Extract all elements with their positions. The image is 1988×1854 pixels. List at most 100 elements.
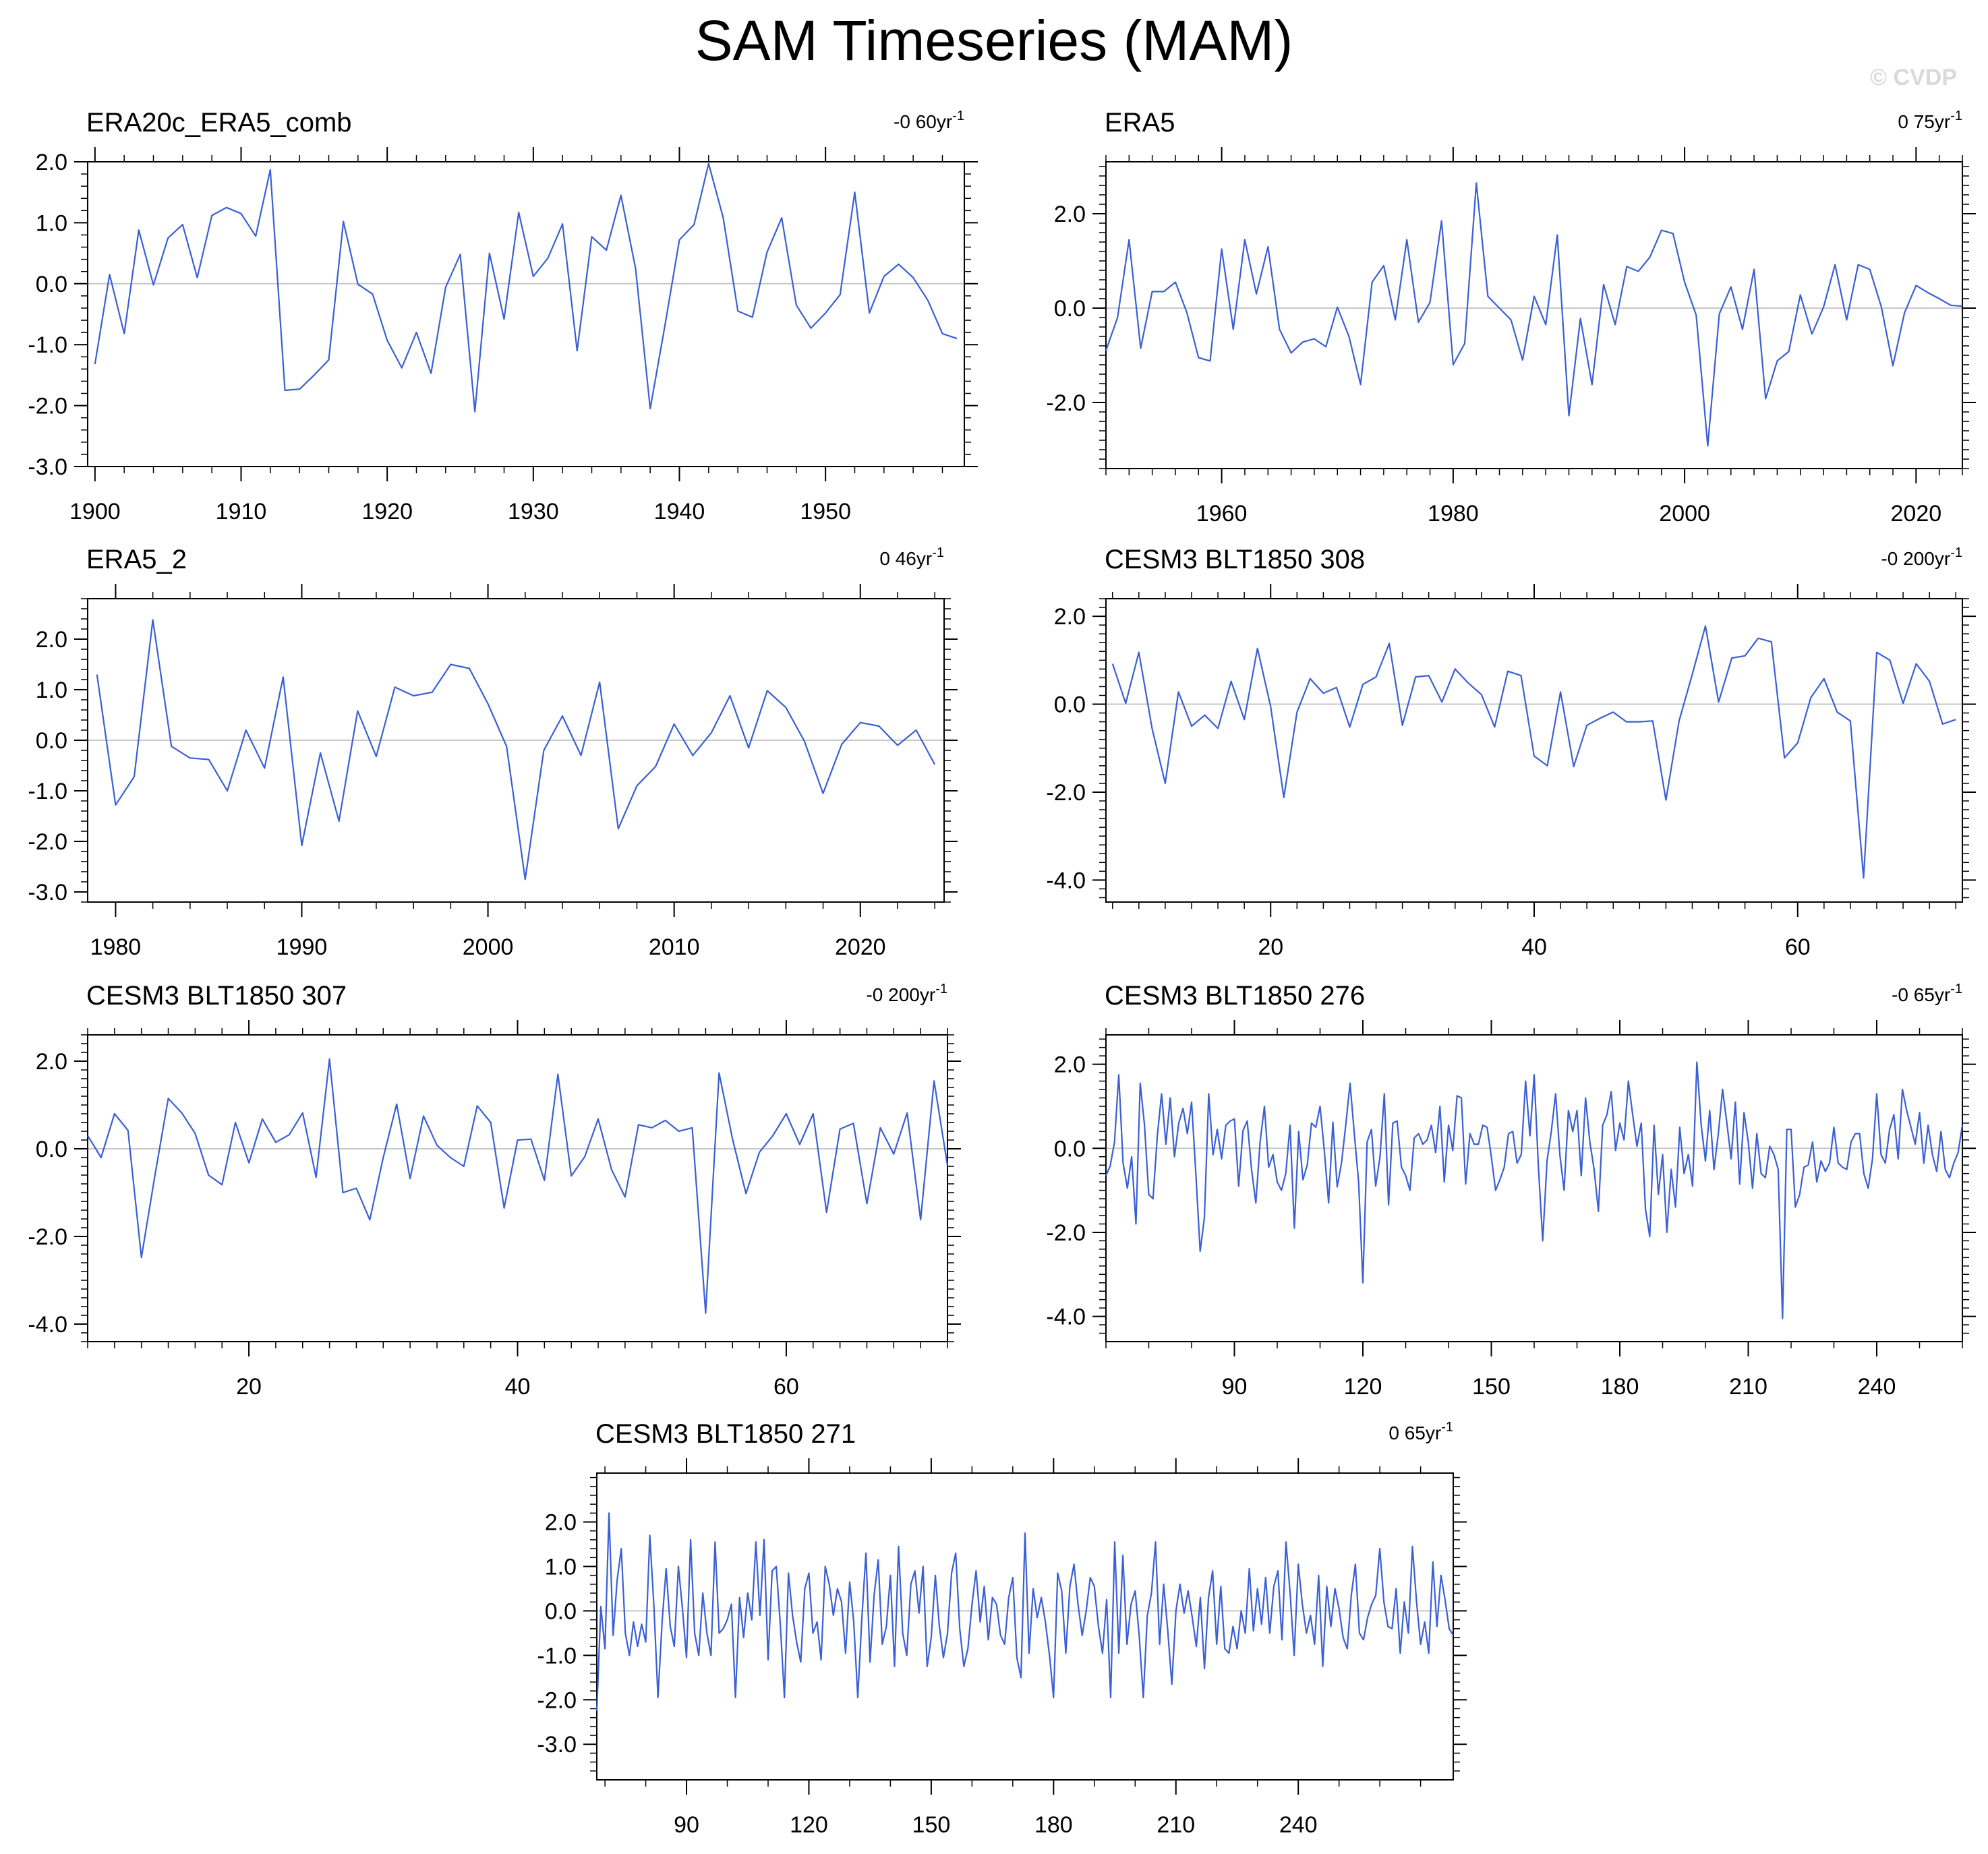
- x-tick-label: 1910: [216, 499, 267, 525]
- y-tick-label: 0.0: [545, 1598, 577, 1624]
- x-tick-label: 180: [1034, 1812, 1073, 1838]
- trend-exponent: -1: [932, 545, 944, 560]
- trend-value: -0 60yr: [894, 111, 952, 132]
- y-tick-label: -2.0: [1046, 390, 1086, 416]
- trend-label: -0 200yr-1: [866, 982, 947, 1005]
- panel-title: ERA5_2: [86, 545, 187, 574]
- x-tick-label: 1980: [1428, 501, 1479, 527]
- x-tick-label: 20: [1258, 934, 1283, 960]
- x-tick-label: 1950: [800, 499, 851, 525]
- x-tick-label: 1990: [276, 934, 328, 960]
- y-tick-label: 1.0: [36, 210, 67, 236]
- trend-label: 0 65yr-1: [1388, 1420, 1453, 1443]
- panel-5: -4.0 -2.0 0.0 2.0 20 40 60 CESM3 BLT1850 307 -0 …: [28, 981, 961, 1400]
- y-tick-label: -1.0: [28, 779, 67, 804]
- x-tick-label: 120: [1344, 1374, 1382, 1400]
- trend-exponent: -1: [1950, 982, 1962, 996]
- y-tick-label: 1.0: [36, 678, 67, 703]
- x-tick-label: 210: [1157, 1812, 1195, 1838]
- x-tick-label: 60: [773, 1374, 799, 1400]
- trend-value: -0 200yr: [866, 984, 935, 1005]
- page-title: SAM Timeseries (MAM): [695, 9, 1293, 72]
- y-tick-label: 2.0: [1054, 604, 1086, 630]
- trend-exponent: -1: [952, 109, 964, 123]
- trend-label: -0 65yr-1: [1892, 982, 1962, 1005]
- y-tick-label: 0.0: [1054, 296, 1086, 322]
- y-tick-label: 2.0: [545, 1510, 577, 1536]
- y-tick-label: 0.0: [36, 272, 67, 297]
- trend-value: -0 65yr: [1892, 984, 1950, 1005]
- panel-3: -3.0 -2.0 -1.0 0.0 1.0 2.0 1980 1990 2000 2010 202…: [28, 545, 958, 960]
- panel-title: ERA5: [1105, 108, 1175, 138]
- y-tick-label: -4.0: [1046, 868, 1086, 893]
- trend-label: 0 46yr-1: [879, 545, 944, 569]
- series-line: [1105, 182, 1963, 447]
- trend-value: 0 46yr: [879, 548, 932, 569]
- plot-frame: [87, 598, 945, 903]
- trend-value: 0 65yr: [1388, 1423, 1441, 1443]
- x-tick-label: 1960: [1196, 501, 1248, 527]
- x-tick-label: 20: [236, 1374, 262, 1400]
- x-tick-label: 2000: [1659, 501, 1710, 527]
- y-tick-label: -2.0: [28, 829, 67, 855]
- x-tick-label: 40: [505, 1374, 531, 1400]
- x-tick-label: 90: [674, 1812, 699, 1838]
- y-tick-label: 0.0: [1054, 1136, 1086, 1162]
- trend-exponent: -1: [1441, 1420, 1453, 1435]
- x-tick-label: 2000: [463, 934, 514, 960]
- x-tick-label: 60: [1785, 934, 1811, 960]
- cvdp-credit-watermark: © CVDP: [1870, 65, 1957, 90]
- y-tick-label: 2.0: [36, 150, 67, 175]
- y-tick-label: -2.0: [1046, 780, 1086, 806]
- trend-exponent: -1: [1950, 109, 1962, 123]
- y-tick-label: -1.0: [537, 1643, 577, 1669]
- panel-6: -4.0 -2.0 0.0 2.0 90 120 150 180 210 240 CESM3 BLT…: [1046, 981, 1976, 1400]
- x-tick-label: 1980: [90, 934, 142, 960]
- panel-7: -3.0 -2.0 -1.0 0.0 1.0 2.0 90 120 150 180 210 240 CE…: [537, 1419, 1467, 1838]
- series-line: [87, 1058, 949, 1314]
- trend-exponent: -1: [1950, 545, 1962, 560]
- x-tick-label: 2010: [649, 934, 700, 960]
- x-tick-label: 40: [1521, 934, 1547, 960]
- x-tick-label: 1940: [654, 499, 705, 525]
- plot-frame: [87, 1034, 948, 1342]
- y-tick-label: 0.0: [36, 728, 67, 754]
- x-tick-label: 90: [1222, 1374, 1248, 1400]
- x-tick-label: 210: [1729, 1374, 1767, 1400]
- plot-frame: [87, 161, 965, 467]
- x-tick-label: 2020: [1891, 501, 1942, 527]
- trend-value: -0 200yr: [1881, 548, 1950, 569]
- trend-label: 0 75yr-1: [1898, 109, 1962, 132]
- trend-value: 0 75yr: [1898, 111, 1950, 132]
- panel-4: -4.0 -2.0 0.0 2.0 20 40 60 CESM3 BLT1850 308 -0 …: [1046, 545, 1976, 960]
- x-tick-label: 2020: [835, 934, 886, 960]
- y-tick-label: 2.0: [36, 1049, 67, 1075]
- plot-frame: [596, 1472, 1454, 1781]
- y-tick-label: 2.0: [36, 627, 67, 653]
- panel-title: CESM3 BLT1850 276: [1105, 981, 1365, 1011]
- series-line: [1105, 1061, 1964, 1319]
- x-tick-label: 150: [912, 1812, 951, 1838]
- y-tick-label: -2.0: [537, 1687, 577, 1713]
- y-tick-label: 2.0: [1054, 202, 1086, 227]
- x-tick-label: 150: [1472, 1374, 1511, 1400]
- y-tick-label: -1.0: [28, 332, 67, 358]
- series-line: [96, 619, 936, 880]
- x-tick-label: 1930: [508, 499, 559, 525]
- x-tick-label: 1900: [69, 499, 121, 525]
- y-tick-label: 0.0: [1054, 692, 1086, 718]
- x-tick-label: 180: [1601, 1374, 1639, 1400]
- y-tick-label: -4.0: [1046, 1305, 1086, 1330]
- x-tick-label: 120: [790, 1812, 828, 1838]
- trend-label: -0 200yr-1: [1881, 545, 1962, 569]
- y-tick-label: -4.0: [28, 1312, 67, 1338]
- y-tick-label: -2.0: [1046, 1220, 1086, 1246]
- y-tick-label: -3.0: [537, 1732, 577, 1758]
- panel-title: CESM3 BLT1850 307: [86, 981, 347, 1011]
- x-tick-label: 1920: [361, 499, 413, 525]
- series-line: [94, 162, 958, 413]
- y-tick-label: 1.0: [545, 1554, 577, 1580]
- y-tick-label: 0.0: [36, 1137, 67, 1162]
- panel-2: -2.0 0.0 2.0 1960 1980 2000 2020 ERA5 0 75yr-1: [1046, 108, 1976, 527]
